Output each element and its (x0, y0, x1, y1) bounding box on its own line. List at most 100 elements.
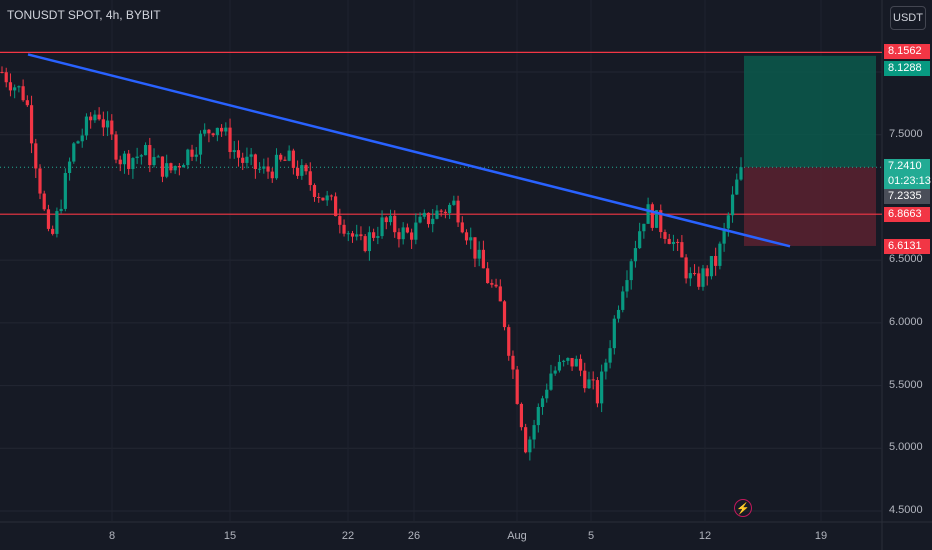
price-label: 7.2410 (884, 159, 930, 175)
candle (190, 149, 194, 157)
candle (456, 200, 460, 223)
price-label: 8.1288 (884, 60, 930, 76)
candle (621, 291, 625, 310)
candle (481, 249, 486, 269)
candle (477, 249, 481, 259)
candle (473, 237, 477, 259)
candle (219, 127, 224, 132)
candle (519, 403, 524, 428)
candle (431, 218, 435, 225)
candle (735, 179, 739, 195)
candle (203, 129, 207, 134)
candle (511, 355, 515, 370)
candle (616, 309, 621, 319)
lightning-icon[interactable]: ⚡ (734, 499, 752, 517)
candle (80, 135, 84, 142)
candle (291, 150, 295, 168)
candle (241, 157, 245, 163)
candle (494, 284, 498, 287)
candle (524, 427, 528, 453)
candle (296, 167, 300, 176)
candle (688, 273, 692, 279)
candle (236, 150, 241, 158)
price-tick: 5.0000 (889, 441, 923, 454)
candle (515, 369, 519, 404)
time-tick: 19 (814, 530, 828, 542)
candle (122, 153, 127, 165)
candle (709, 256, 714, 277)
candle (583, 370, 587, 389)
candle (114, 134, 118, 160)
candle (701, 268, 705, 287)
candle (532, 425, 536, 440)
candle (232, 150, 236, 153)
trendline (27, 53, 791, 248)
candle (4, 72, 8, 83)
candle (650, 204, 654, 228)
price-tick: 7.5000 (889, 127, 923, 140)
currency-selector[interactable]: USDT (890, 6, 926, 30)
candle (152, 157, 156, 166)
candle (76, 141, 80, 144)
candle (245, 156, 249, 163)
candle (591, 379, 595, 381)
candle (405, 227, 409, 233)
price-tick: 5.5000 (889, 378, 923, 391)
candle (376, 236, 380, 238)
price-tick: 6.0000 (889, 315, 923, 328)
candle (42, 193, 46, 210)
candle (283, 159, 287, 161)
candle (118, 159, 122, 165)
time-tick: 22 (341, 530, 355, 542)
price-label: 7.2335 (884, 189, 930, 205)
candle (667, 238, 671, 244)
candle (410, 232, 414, 240)
candle (181, 165, 186, 168)
candle (342, 224, 346, 234)
price-label: 6.8663 (884, 207, 930, 223)
candle (228, 127, 232, 153)
candle (29, 105, 34, 144)
candle (135, 156, 139, 159)
candle (486, 268, 490, 284)
candle (169, 163, 173, 171)
candle (8, 82, 13, 91)
candle (604, 362, 608, 372)
candle (21, 86, 25, 101)
loss-zone (744, 167, 876, 246)
time-tick: 8 (108, 530, 116, 542)
candle (321, 197, 325, 201)
candle (266, 166, 270, 172)
candle (587, 379, 591, 389)
candle (418, 216, 422, 223)
candle (67, 161, 72, 173)
price-label: 6.6131 (884, 238, 930, 254)
candle (194, 154, 198, 157)
candle (384, 217, 388, 223)
candle (633, 248, 638, 262)
candle (697, 273, 701, 287)
candle (274, 154, 279, 179)
candle (443, 211, 447, 214)
candle (642, 223, 646, 232)
candle (367, 232, 371, 252)
candle (160, 156, 165, 177)
candle (562, 360, 566, 362)
candle (93, 114, 97, 121)
candle (257, 168, 262, 170)
candle (72, 143, 76, 162)
time-tick: 5 (587, 530, 595, 542)
candle (469, 237, 473, 241)
candle (253, 154, 257, 170)
candle (317, 196, 321, 198)
candle (55, 211, 59, 234)
candle (38, 168, 42, 194)
candle (528, 439, 532, 453)
candle (397, 232, 401, 240)
candle (211, 133, 215, 136)
candle (684, 257, 688, 279)
candle (308, 171, 312, 186)
candle (51, 228, 55, 234)
price-tick: 6.5000 (889, 253, 923, 266)
